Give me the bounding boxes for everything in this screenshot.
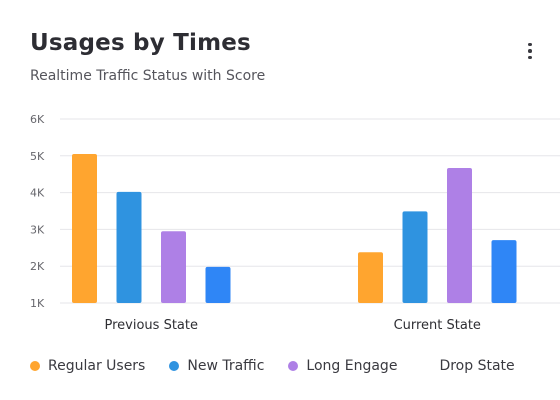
y-tick-label: 3K (30, 223, 45, 236)
chart-legend: Regular Users New Traffic Long Engage Drop … (30, 358, 539, 374)
x-category-label: Current State (394, 318, 481, 333)
legend-item[interactable]: Drop State (421, 358, 514, 374)
legend-item[interactable]: Regular Users (30, 358, 145, 374)
bar (72, 153, 97, 303)
legend-dot-icon (288, 361, 299, 371)
legend-dot-icon (421, 361, 431, 371)
menu-dot (528, 42, 532, 47)
bar (491, 240, 517, 303)
legend-label: Regular Users (48, 358, 146, 374)
bar (116, 191, 142, 303)
chart-subtitle: Realtime Traffic Status with Score (30, 68, 266, 84)
y-tick-label: 5K (30, 150, 45, 163)
legend-label: Long Engage (306, 358, 398, 374)
y-tick-label: 4K (30, 187, 45, 200)
y-tick-label: 2K (30, 260, 45, 273)
x-category-label: Previous State (105, 318, 198, 333)
menu-dot (528, 55, 532, 60)
menu-dot (528, 49, 532, 53)
legend-item[interactable]: Long Engage (288, 358, 397, 374)
legend-dot-icon (30, 361, 40, 371)
bar (447, 167, 472, 303)
y-tick-label: 6K (30, 113, 45, 126)
bar (205, 266, 231, 303)
legend-dot-icon (169, 361, 180, 371)
bar (161, 231, 186, 303)
y-tick-label: 1K (30, 297, 45, 310)
legend-label: New Traffic (187, 358, 265, 374)
legend-item[interactable]: New Traffic (169, 358, 264, 374)
bar (402, 211, 428, 303)
more-vertical-icon[interactable] (518, 40, 542, 62)
chart-title: Usages by Times (30, 30, 251, 56)
legend-label: Drop State (439, 358, 515, 374)
bar (358, 252, 383, 303)
